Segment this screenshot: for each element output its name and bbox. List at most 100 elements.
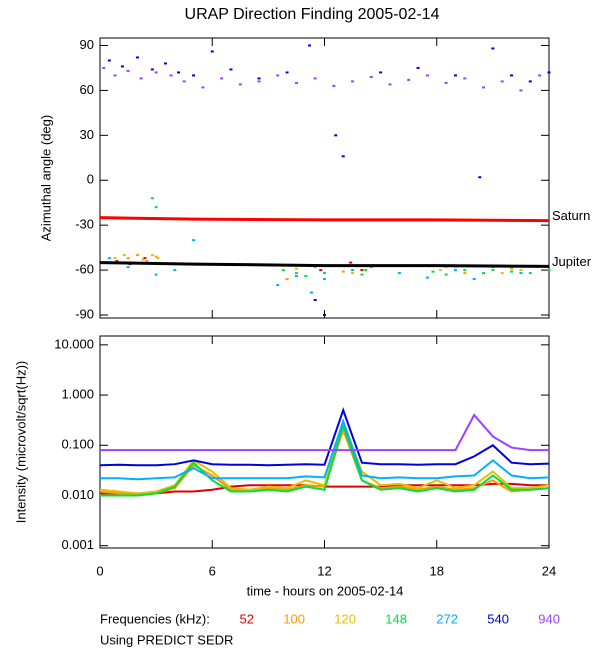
series-line — [100, 418, 550, 481]
scatter-point — [332, 84, 336, 87]
scatter-point — [500, 80, 504, 83]
scatter-point — [294, 275, 298, 278]
scatter-point — [407, 78, 411, 81]
scatter-point — [135, 254, 139, 257]
scatter-point — [294, 267, 298, 270]
scatter-point — [154, 255, 158, 258]
y-tick-label: 0.001 — [61, 537, 94, 552]
scatter-point — [351, 80, 355, 83]
scatter-point — [238, 83, 242, 86]
x-tick-label: 6 — [209, 563, 216, 578]
scatter-point — [351, 272, 355, 275]
scatter-point — [519, 89, 523, 92]
y-tick-label: 10.000 — [54, 336, 94, 351]
scatter-point — [519, 269, 523, 272]
scatter-point — [145, 260, 149, 263]
scatter-point — [528, 272, 532, 275]
scatter-point — [294, 81, 298, 84]
scatter-point — [369, 75, 373, 78]
y-tick-label: 30 — [80, 127, 94, 142]
scatter-point — [107, 59, 111, 62]
y-tick-label: 0.010 — [61, 487, 94, 502]
scatter-point — [500, 272, 504, 275]
legend-entry: 148 — [385, 611, 407, 626]
scatter-point — [173, 269, 177, 272]
scatter-point — [360, 273, 364, 276]
scatter-point — [416, 66, 420, 69]
scatter-point — [285, 71, 289, 74]
chart-title: URAP Direction Finding 2005-02-14 — [185, 6, 440, 23]
scatter-point — [313, 77, 317, 80]
scatter-point — [319, 269, 323, 272]
scatter-point — [349, 261, 353, 264]
scatter-point — [438, 269, 442, 272]
scatter-point — [313, 299, 317, 302]
scatter-point — [510, 270, 514, 273]
reference-line-label: Jupiter — [552, 254, 592, 269]
scatter-point — [425, 276, 429, 279]
scatter-point — [143, 257, 147, 260]
scatter-point — [150, 254, 154, 257]
scatter-point — [229, 68, 233, 71]
scatter-point — [491, 269, 495, 272]
y-tick-label: 0 — [87, 172, 94, 187]
scatter-point — [120, 65, 124, 68]
scatter-point — [220, 77, 224, 80]
series-line — [100, 413, 549, 452]
scatter-point — [163, 62, 167, 65]
scatter-point — [444, 273, 448, 276]
scatter-point — [201, 86, 205, 89]
scatter-point — [113, 74, 117, 77]
scatter-point — [257, 77, 261, 80]
scatter-point — [453, 74, 457, 77]
scatter-point — [482, 272, 486, 275]
scatter-point — [388, 83, 392, 86]
scatter-point — [102, 66, 106, 69]
legend-title: Frequencies (kHz): — [100, 611, 210, 626]
scatter-point — [276, 284, 280, 287]
scatter-point — [323, 272, 326, 275]
scatter-point — [397, 272, 401, 275]
scatter-point — [113, 257, 117, 260]
legend-entry: 52 — [240, 611, 254, 626]
scatter-point — [341, 155, 345, 158]
reference-line — [99, 216, 550, 223]
scatter-point — [150, 197, 154, 200]
scatter-point — [135, 56, 139, 59]
scatter-point — [425, 74, 429, 77]
scatter-point — [453, 269, 457, 272]
scatter-point — [478, 176, 482, 179]
scatter-point — [294, 272, 298, 275]
reference-line — [99, 261, 550, 268]
plot-frame — [99, 335, 550, 549]
scatter-point — [141, 258, 145, 261]
scatter-point — [139, 77, 143, 80]
scatter-point — [126, 266, 130, 269]
y-tick-label: -60 — [75, 262, 94, 277]
series-line — [99, 407, 550, 467]
scatter-point — [107, 257, 111, 260]
scatter-point — [351, 269, 355, 272]
scatter-point — [156, 257, 160, 260]
scatter-point — [182, 80, 186, 83]
plot-frame — [99, 37, 550, 319]
scatter-point — [547, 269, 551, 272]
scatter-point — [309, 291, 313, 294]
scatter-point — [154, 273, 158, 276]
scatter-point — [482, 86, 486, 89]
x-tick-label: 18 — [430, 563, 444, 578]
scatter-point — [210, 50, 214, 53]
scatter-point — [519, 272, 523, 275]
scatter-point — [122, 254, 126, 257]
y-tick-label: -90 — [75, 306, 94, 321]
x-axis-label: time - hours on 2005-02-14 — [247, 583, 404, 598]
series-line — [100, 421, 550, 497]
scatter-point — [510, 74, 514, 77]
scatter-point — [192, 239, 196, 242]
scatter-point — [463, 272, 467, 275]
scatter-point — [192, 74, 196, 77]
x-tick-label: 0 — [96, 563, 103, 578]
legend-entry: 272 — [436, 611, 458, 626]
x-tick-label: 12 — [317, 563, 331, 578]
legend-entry: 120 — [334, 611, 356, 626]
